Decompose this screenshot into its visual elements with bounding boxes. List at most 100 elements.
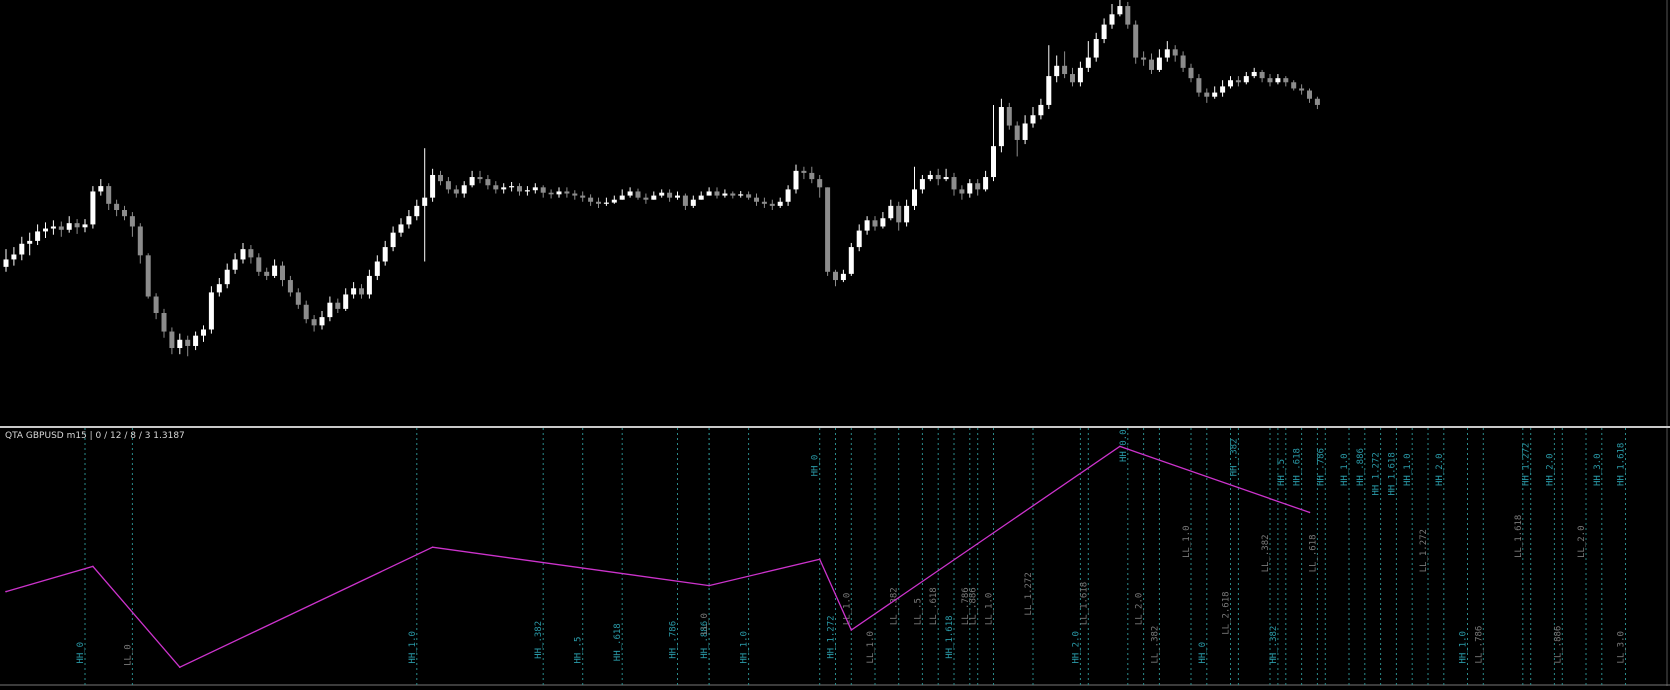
candle <box>659 189 665 198</box>
candle <box>445 177 451 194</box>
zigzag-vertex <box>431 546 434 548</box>
candle <box>201 325 206 342</box>
candle-body <box>161 313 167 332</box>
fib-level-label: HH_0.0 <box>1119 429 1129 462</box>
candle <box>975 179 981 196</box>
candle <box>872 216 878 231</box>
fib-level-label: HH_2.0 <box>1545 453 1555 486</box>
candle <box>1188 63 1194 83</box>
candle-body <box>129 216 135 227</box>
candle <box>1022 115 1028 145</box>
fib-level-label: HH_0 <box>811 455 821 477</box>
candle-body <box>35 231 41 241</box>
candle <box>1038 98 1044 120</box>
indicator-panel[interactable]: HH_0 LL_0 HH_1.0 HH_.382 HH_.5 HH_.618 HH_.786… <box>0 428 1670 686</box>
fib-level-label: LL_.5 <box>913 598 923 625</box>
candle-body <box>137 226 143 256</box>
candle-body <box>430 174 436 198</box>
candle-body <box>1038 104 1044 116</box>
candle <box>153 293 159 320</box>
candle-body <box>1275 78 1281 83</box>
candle <box>319 310 325 330</box>
zigzag-vertex <box>5 590 7 593</box>
candle <box>1085 41 1091 72</box>
candle <box>1109 4 1115 29</box>
candle-body <box>1228 80 1233 87</box>
fib-level-label: HH_2.0 <box>1435 453 1445 486</box>
candle <box>311 315 317 332</box>
candle-body <box>943 177 949 180</box>
fib-level-label: LL_.382 <box>890 587 900 625</box>
candle-body <box>896 205 902 223</box>
fib-level-label: HH_.886 <box>1356 448 1366 486</box>
candle <box>248 245 254 264</box>
fib-level-label: HH_0 <box>1198 642 1208 664</box>
candle <box>856 224 862 252</box>
candle-body <box>319 317 325 326</box>
candle-body <box>927 174 933 180</box>
price-chart-panel[interactable] <box>0 0 1670 426</box>
candle-body <box>793 170 799 190</box>
candle <box>951 172 957 196</box>
candle <box>840 269 846 283</box>
candle-body <box>856 230 862 248</box>
candle <box>1275 74 1281 85</box>
candle-body <box>998 107 1004 147</box>
candle <box>1299 84 1305 95</box>
candle-body <box>343 294 349 309</box>
candle <box>1251 67 1257 79</box>
candle-body <box>714 191 720 196</box>
candle-body <box>1220 86 1226 93</box>
candle <box>896 201 902 231</box>
fib-level-label: LL_2.0 <box>1135 593 1145 626</box>
candle <box>66 216 72 233</box>
candle-body <box>540 187 546 193</box>
fib-level-label: LL_.886 <box>969 587 979 625</box>
candle-body <box>3 259 9 267</box>
candle-body <box>524 190 530 192</box>
fib-level-label: LL_.618 <box>1308 534 1318 572</box>
candle <box>761 197 767 208</box>
candle-body <box>422 197 428 206</box>
candle-body <box>777 201 783 206</box>
candle <box>564 187 570 198</box>
candle-body <box>1054 65 1060 77</box>
candle-body <box>532 187 538 191</box>
candle-body <box>208 292 214 330</box>
candle <box>366 269 372 299</box>
candle-body <box>374 261 380 276</box>
candle <box>603 197 609 206</box>
candle-body <box>445 181 451 190</box>
candle <box>1117 0 1123 17</box>
candle-body <box>145 255 151 297</box>
candle <box>1243 71 1249 85</box>
fib-level-label: LL_1.0 <box>1182 525 1192 558</box>
candle <box>959 185 965 200</box>
candle-body <box>1291 82 1297 89</box>
candle <box>801 166 807 180</box>
zigzag-vertex <box>1119 445 1121 448</box>
panel-divider[interactable] <box>0 426 1670 428</box>
fib-level-label: HH_1.0 <box>408 631 418 664</box>
candle <box>74 219 80 234</box>
candle-body <box>651 195 657 200</box>
candle-body <box>1267 78 1273 83</box>
candle <box>667 189 673 202</box>
candle-body <box>248 249 254 258</box>
fib-level-label: LL_1.0 <box>842 593 852 626</box>
candle-body <box>185 339 191 346</box>
candle-body <box>1172 49 1178 56</box>
candle <box>1196 74 1202 97</box>
candle <box>1054 55 1060 83</box>
candle <box>382 240 388 266</box>
candle <box>1291 80 1297 91</box>
candle <box>1062 51 1068 79</box>
candle-body <box>359 288 364 295</box>
fib-level-label: HH_.382 <box>534 621 544 659</box>
candle <box>880 212 886 229</box>
candle-body <box>738 194 744 196</box>
candle <box>1149 53 1154 75</box>
candle-body <box>193 335 199 346</box>
candle <box>888 199 894 221</box>
candle <box>129 212 135 237</box>
